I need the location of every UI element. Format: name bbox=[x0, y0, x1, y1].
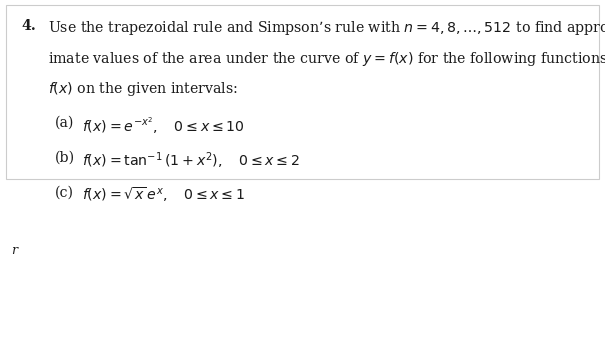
Text: imate values of the area under the curve of $y = f(x)$ for the following functio: imate values of the area under the curve… bbox=[48, 50, 605, 68]
Text: (a): (a) bbox=[54, 116, 74, 129]
Text: r: r bbox=[11, 244, 17, 256]
Text: $f(x) = e^{-x^2}, \quad 0 \leq x \leq 10$: $f(x) = e^{-x^2}, \quad 0 \leq x \leq 10… bbox=[82, 116, 244, 136]
Text: $f(x)$ on the given intervals:: $f(x)$ on the given intervals: bbox=[48, 80, 238, 98]
Text: $f(x) = \tan^{-1}(1+x^2), \quad 0 \leq x \leq 2$: $f(x) = \tan^{-1}(1+x^2), \quad 0 \leq x… bbox=[82, 150, 299, 171]
Text: (c): (c) bbox=[54, 185, 73, 199]
Text: 4.: 4. bbox=[21, 19, 36, 33]
Text: Use the trapezoidal rule and Simpson’s rule with $n = 4, 8, \ldots, 512$ to find: Use the trapezoidal rule and Simpson’s r… bbox=[48, 19, 605, 37]
Text: (b): (b) bbox=[54, 150, 74, 164]
Text: $f(x) = \sqrt{x}\,e^x, \quad 0 \leq x \leq 1$: $f(x) = \sqrt{x}\,e^x, \quad 0 \leq x \l… bbox=[82, 185, 245, 204]
